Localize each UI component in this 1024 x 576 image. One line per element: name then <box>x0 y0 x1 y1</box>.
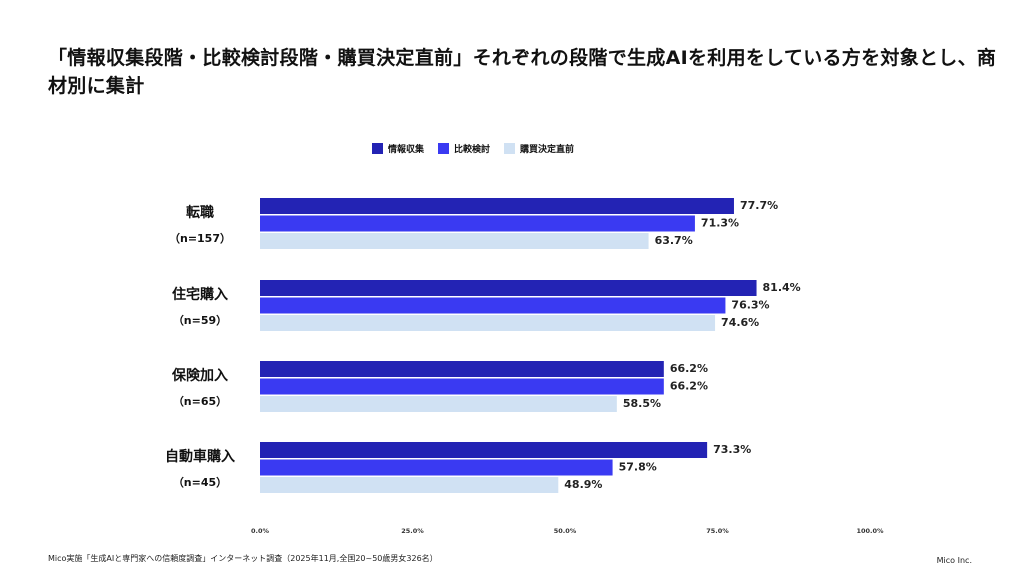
source-note: Mico実施「生成AIと専門家への信頼度調査」インターネット調査（2025年11… <box>48 554 438 563</box>
data-label: 77.7% <box>740 199 778 212</box>
bar <box>260 396 617 412</box>
data-label: 81.4% <box>763 281 801 294</box>
category-label: 住宅購入 <box>172 286 228 303</box>
bar <box>260 442 708 458</box>
x-tick-label: 100.0% <box>856 527 884 535</box>
legend-swatch <box>504 143 516 154</box>
x-tick-label: 75.0% <box>706 527 729 535</box>
data-label: 66.2% <box>670 380 708 393</box>
x-tick-label: 50.0% <box>554 527 577 535</box>
data-label: 74.6% <box>721 316 759 329</box>
category-label: 保険加入 <box>171 367 228 384</box>
bar <box>260 198 734 214</box>
legend-item: 情報収集 <box>372 142 424 155</box>
legend-label: 情報収集 <box>388 145 425 155</box>
legend: 情報収集 比較検討 購買決定直前 <box>372 142 574 155</box>
bar <box>260 315 716 331</box>
data-label: 66.2% <box>670 362 708 375</box>
category-label: 自動車購入 <box>165 448 235 465</box>
brand-name: Mico Inc. <box>936 556 972 565</box>
legend-item: 購買決定直前 <box>504 142 574 155</box>
data-label: 71.3% <box>701 217 739 230</box>
sample-size-label: （n=59） <box>173 314 227 327</box>
sample-size-label: （n=157） <box>169 232 231 245</box>
legend-label: 購買決定直前 <box>520 145 575 155</box>
bar <box>260 361 664 377</box>
bar <box>260 459 613 476</box>
bar <box>260 233 649 249</box>
data-label: 63.7% <box>655 234 693 247</box>
bar <box>260 477 559 493</box>
x-tick-label: 0.0% <box>251 527 270 535</box>
sample-size-label: （n=65） <box>173 395 227 408</box>
data-label: 58.5% <box>623 397 661 410</box>
category-label: 転職 <box>186 204 214 221</box>
bar <box>260 280 757 296</box>
data-label: 48.9% <box>564 478 602 491</box>
chart-title: 「情報収集段階・比較検討段階・購買決定直前」それぞれの段階で生成AIを利用をして… <box>48 47 997 97</box>
legend-swatch <box>438 143 450 154</box>
bar <box>260 378 664 395</box>
legend-item: 比較検討 <box>438 142 490 155</box>
bar <box>260 215 695 232</box>
data-label: 57.8% <box>619 461 657 474</box>
data-label: 76.3% <box>731 299 769 312</box>
data-label: 73.3% <box>713 443 751 456</box>
legend-swatch <box>372 143 383 154</box>
x-tick-label: 25.0% <box>401 527 424 535</box>
bar <box>260 297 726 314</box>
legend-label: 比較検討 <box>454 145 491 155</box>
sample-size-label: （n=45） <box>173 476 227 489</box>
